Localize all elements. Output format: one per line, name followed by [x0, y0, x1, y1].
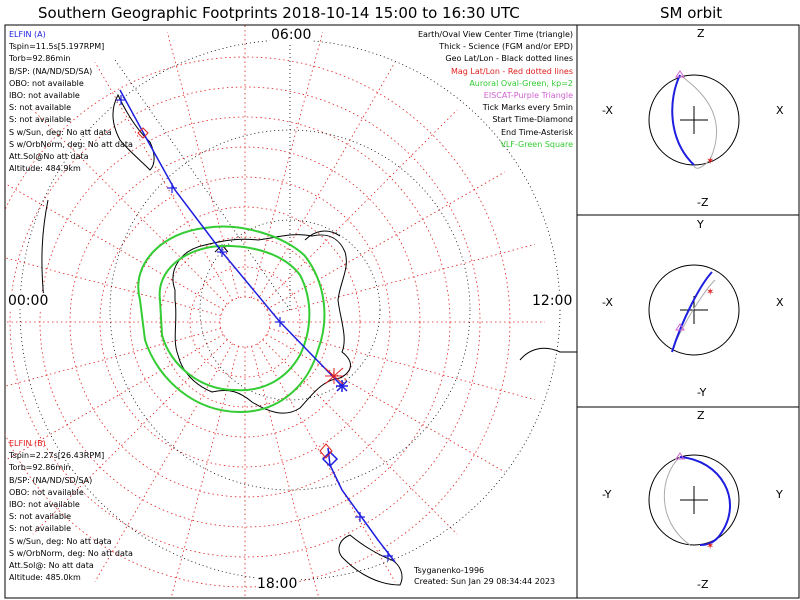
sm-frame: [576, 24, 800, 599]
sm-panel-2: ✶: [648, 264, 740, 356]
panel3-right-label: Y: [776, 488, 783, 501]
elfin-b-name: ELFIN (B): [9, 439, 46, 448]
credits: Tsyganenko-1996 Created: Sun Jan 29 08:3…: [414, 565, 555, 587]
panel1-top-label: Z: [697, 27, 705, 40]
info-line: B/SP: (NA/ND/SD/SA): [9, 66, 93, 76]
info-line: S w/OrbNorm, deg: No att data: [9, 548, 133, 558]
legend-item: Tick Marks every 5min: [482, 103, 573, 113]
credit-model: Tsyganenko-1996: [414, 566, 485, 575]
panel1-right-label: X: [776, 104, 784, 117]
mag-meridian: [251, 32, 324, 298]
mag-meridian: [257, 343, 396, 583]
legend-item: Mag Lat/Lon - Red dotted lines: [450, 66, 573, 76]
mag-meridian: [266, 171, 506, 310]
panel2-right-label: X: [776, 296, 784, 309]
svg-text:✶: ✶: [706, 541, 714, 552]
info-line: S: not available: [9, 512, 72, 522]
panel1-bottom-label: -Z: [697, 196, 709, 209]
svg-text:✶: ✶: [706, 156, 714, 167]
geo-grid: [19, 30, 561, 581]
page-title: Southern Geographic Footprints 2018-10-1…: [38, 4, 520, 22]
clock-label-left: 00:00: [7, 293, 50, 309]
elfin-a-start-diamond: [137, 127, 344, 385]
clock-label-top: 06:00: [270, 27, 313, 43]
info-line: S: not available: [9, 103, 72, 113]
info-line: IBO: not available: [9, 91, 80, 101]
info-line: OBO: not available: [9, 78, 84, 88]
info-line: Torb=92.86min: [9, 54, 71, 64]
info-line: Tspin=2.27s[26.43RPM]: [9, 451, 105, 461]
auroral-oval: [137, 225, 326, 414]
panel3-bottom-label: -Z: [697, 578, 709, 591]
legend-item: VLF-Green Square: [500, 139, 573, 149]
elfin-b-info: ELFIN (B) Tspin=2.27s[26.43RPM] Torb=92.…: [9, 438, 133, 584]
mag-meridian: [5, 334, 224, 462]
info-line: Altitude: 484.9km: [9, 164, 81, 174]
info-line: S w/OrbNorm, deg: No att data: [9, 139, 133, 149]
info-line: Torb=92.86min: [9, 463, 71, 473]
sm-panel-1: ✶: [648, 70, 740, 169]
info-line: S: not available: [9, 524, 72, 534]
panel2-bottom-label: -Y: [697, 386, 707, 399]
mag-meridian: [170, 346, 239, 598]
mag-meridian: [269, 243, 535, 316]
elfin-a-info: ELFIN (A) Tspin=11.5s[5.197RPM] Torb=92.…: [9, 29, 133, 175]
mag-meridian: [32, 109, 228, 305]
info-line: OBO: not available: [9, 487, 84, 497]
legend-item: EISCAT-Purple Triangle: [483, 91, 573, 101]
elfin-a-name: ELFIN (A): [9, 30, 46, 39]
legend-item: Earth/Oval View Center Time (triangle): [417, 30, 573, 39]
legend-item: Start Time-Diamond: [492, 115, 573, 125]
mag-meridian: [262, 109, 458, 305]
legend-item: End Time-Asterisk: [500, 127, 573, 137]
mag-meridian: [5, 328, 221, 387]
mag-meridian: [5, 182, 224, 310]
mag-meridian: [251, 346, 320, 598]
clock-label-bottom: 18:00: [256, 576, 299, 592]
panel3-left-label: -Y: [602, 488, 612, 501]
legend-item: Auroral Oval-Green, kp=2: [469, 78, 573, 88]
panel3-top-label: Z: [697, 409, 705, 422]
coastlines: [41, 93, 577, 586]
info-line: Att.Sol@: No att data: [9, 561, 94, 571]
info-line: IBO: not available: [9, 500, 80, 510]
info-line: S w/Sun, deg: No att data: [9, 127, 112, 137]
info-line: S: not available: [9, 115, 72, 125]
credit-created: Created: Sun Jan 29 08:34:44 2023: [414, 577, 556, 586]
mag-meridian: [94, 61, 233, 301]
panel2-left-label: -X: [602, 296, 613, 309]
info-line: Tspin=11.5s[5.197RPM]: [9, 42, 105, 52]
clock-label-right: 12:00: [531, 293, 574, 309]
elfin-b-track: [321, 447, 396, 563]
panel2-top-label: Y: [697, 218, 704, 231]
panel1-left-label: -X: [602, 104, 613, 117]
mag-meridian: [269, 328, 535, 401]
mag-meridian: [262, 339, 458, 535]
mag-meridian: [266, 334, 506, 473]
info-line: B/SP: (NA/ND/SD/SA): [9, 475, 93, 485]
sm-panel-3: ✶: [648, 452, 740, 552]
info-line: Altitude: 485.0km: [9, 573, 81, 583]
mag-meridian: [94, 343, 233, 583]
elfin-b-start-diamond: [319, 443, 333, 459]
svg-text:✶: ✶: [706, 287, 714, 298]
mag-meridian: [166, 32, 239, 298]
mag-meridian: [257, 61, 396, 301]
legend-item: Thick - Science (FGM and/or EPD): [439, 42, 573, 52]
legend-item: Geo Lat/Lon - Black dotted lines: [445, 54, 573, 64]
legend: Earth/Oval View Center Time (triangle) T…: [418, 29, 573, 151]
sm-title: SM orbit: [660, 4, 723, 22]
info-line: S w/Sun, deg: No att data: [9, 536, 112, 546]
info-line: Att.Sol@No att data: [9, 152, 89, 162]
mag-meridian: [5, 257, 221, 316]
mag-meridian: [32, 339, 228, 535]
